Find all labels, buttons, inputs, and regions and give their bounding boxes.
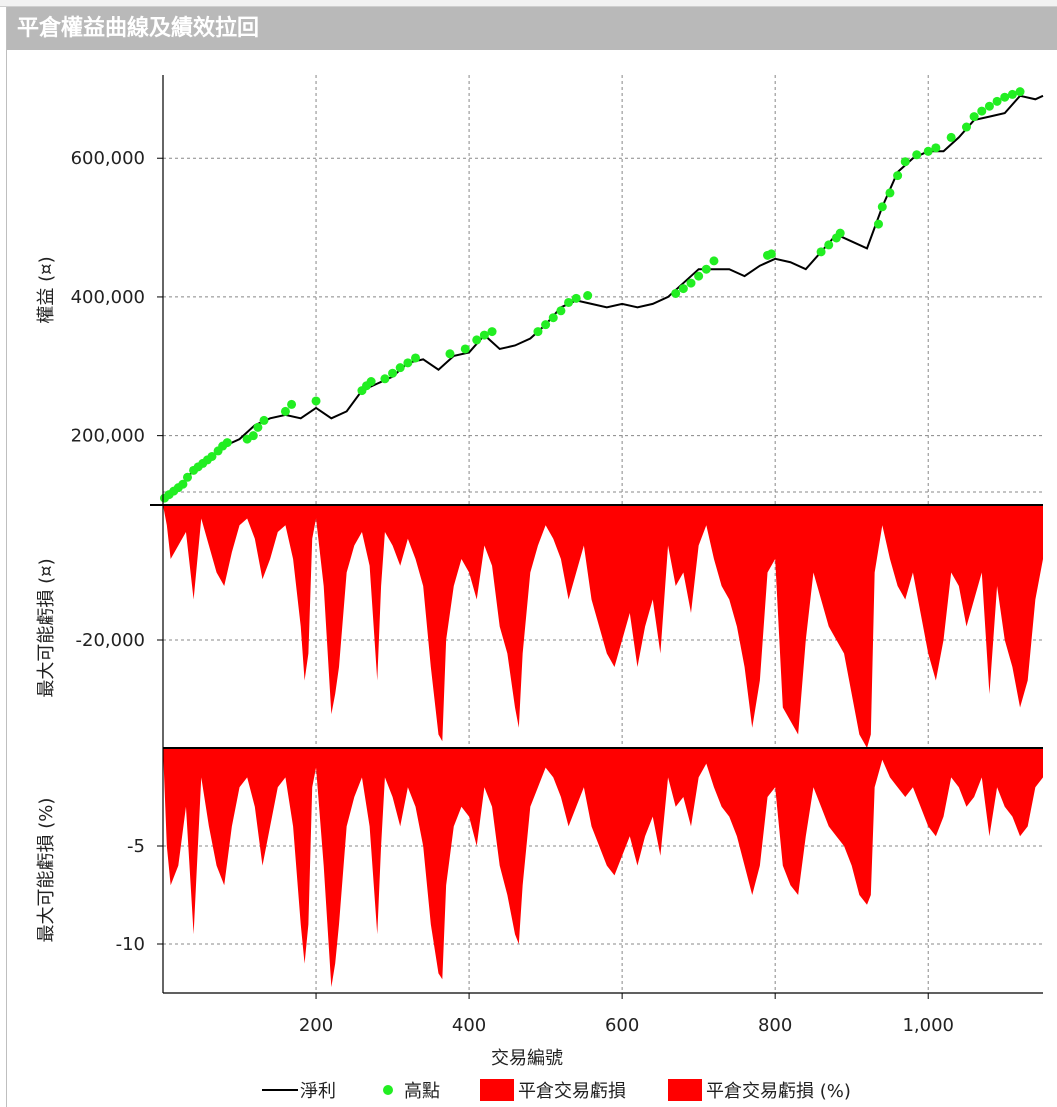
peak-marker [1000, 92, 1010, 102]
peak-marker [671, 288, 681, 298]
peak-marker [1015, 87, 1025, 97]
peak-marker [824, 240, 834, 250]
peak-marker [961, 122, 971, 132]
peak-marker [694, 271, 704, 281]
x-tick-label: 400 [452, 1015, 486, 1036]
peak-marker [533, 327, 543, 337]
peak-marker [923, 146, 933, 156]
drawdown-abs-area [163, 505, 1043, 748]
x-tick-label: 200 [299, 1015, 333, 1036]
drawdown-pct-y-tick-label: -5 [127, 836, 145, 857]
peak-marker [984, 101, 994, 111]
peak-marker [460, 344, 470, 354]
peak-marker [816, 247, 826, 257]
drawdown-pct-y-tick-label: -10 [116, 934, 145, 955]
peak-marker [701, 264, 711, 274]
legend-item-label: 平倉交易虧損 (%) [706, 1081, 851, 1102]
peak-marker [893, 171, 903, 181]
peak-marker [178, 479, 188, 489]
drawdown-y-tick-label: -20,000 [76, 630, 145, 651]
peak-marker [977, 106, 987, 116]
x-tick-label: 1,000 [902, 1015, 954, 1036]
peak-marker [900, 157, 910, 167]
drawdown-pct-y-axis-title: 最大可能虧損 (%) [36, 798, 57, 943]
peak-marker [366, 377, 376, 387]
legend-dot-swatch [383, 1085, 393, 1095]
peak-marker [571, 293, 581, 303]
peak-marker [403, 358, 413, 368]
plot-layer [160, 87, 1044, 988]
legend-item-label: 淨利 [300, 1081, 336, 1102]
peak-marker [479, 330, 489, 340]
peak-marker [583, 291, 593, 301]
peak-marker [946, 132, 956, 142]
peak-marker [873, 219, 883, 229]
legend-box-swatch [668, 1079, 702, 1101]
equity-y-axis-title: 權益 (¤) [36, 256, 57, 323]
peak-marker [259, 415, 269, 425]
peak-marker [388, 368, 398, 378]
window-title-text: 平倉權益曲線及績效拉回 [17, 16, 260, 41]
peak-marker [1007, 89, 1017, 99]
peak-marker [207, 451, 217, 461]
peak-marker [969, 112, 979, 122]
peak-marker [280, 406, 290, 416]
x-tick-label: 800 [758, 1015, 792, 1036]
peak-marker [411, 353, 421, 363]
peak-marker [287, 399, 297, 409]
equity-y-tick-label: 600,000 [71, 148, 145, 169]
legend-item-label: 高點 [404, 1081, 440, 1102]
peak-marker [877, 202, 887, 212]
drawdown-y-axis-title: 最大可能虧損 (¤) [36, 558, 57, 697]
legend: 淨利 高點 平倉交易虧損 平倉交易虧損 (%) [262, 1079, 851, 1102]
x-axis-title: 交易編號 [491, 1048, 563, 1069]
legend-box-swatch [480, 1079, 514, 1101]
peak-marker [678, 284, 688, 294]
equity-y-tick-label: 400,000 [71, 287, 145, 308]
peak-marker [885, 188, 895, 198]
label-layer: 200,000 400,000 600,000 -20,000 -5 -10 200 400 6… [36, 148, 954, 1069]
window-top-frame [0, 0, 1057, 7]
peak-marker [182, 472, 192, 482]
peak-marker [931, 143, 941, 153]
peak-marker [311, 396, 321, 406]
peak-marker [709, 256, 719, 266]
chart-window-title: 平倉權益曲線及績效拉回 [7, 7, 1057, 50]
peak-marker [992, 96, 1002, 106]
axis-layer [150, 75, 1043, 999]
equity-y-tick-label: 200,000 [71, 426, 145, 447]
peak-marker [380, 374, 390, 384]
window-left-frame [6, 7, 7, 1107]
peak-marker [222, 438, 232, 448]
peak-marker [766, 249, 776, 259]
peak-marker [548, 313, 558, 323]
peak-marker [253, 422, 263, 432]
equity-line [162, 94, 1044, 499]
peak-marker [912, 150, 922, 160]
peak-marker [487, 327, 497, 337]
peak-marker [686, 278, 696, 288]
peak-marker [472, 335, 482, 345]
peak-marker [564, 297, 574, 307]
peak-marker [248, 431, 258, 441]
peak-marker [541, 320, 551, 330]
x-tick-label: 600 [605, 1015, 639, 1036]
drawdown-pct-area [163, 748, 1043, 988]
legend-item-label: 平倉交易虧損 [518, 1081, 626, 1102]
peak-marker [556, 306, 566, 316]
peak-marker [395, 363, 405, 373]
peak-marker [445, 349, 455, 359]
peak-marker [835, 228, 845, 238]
